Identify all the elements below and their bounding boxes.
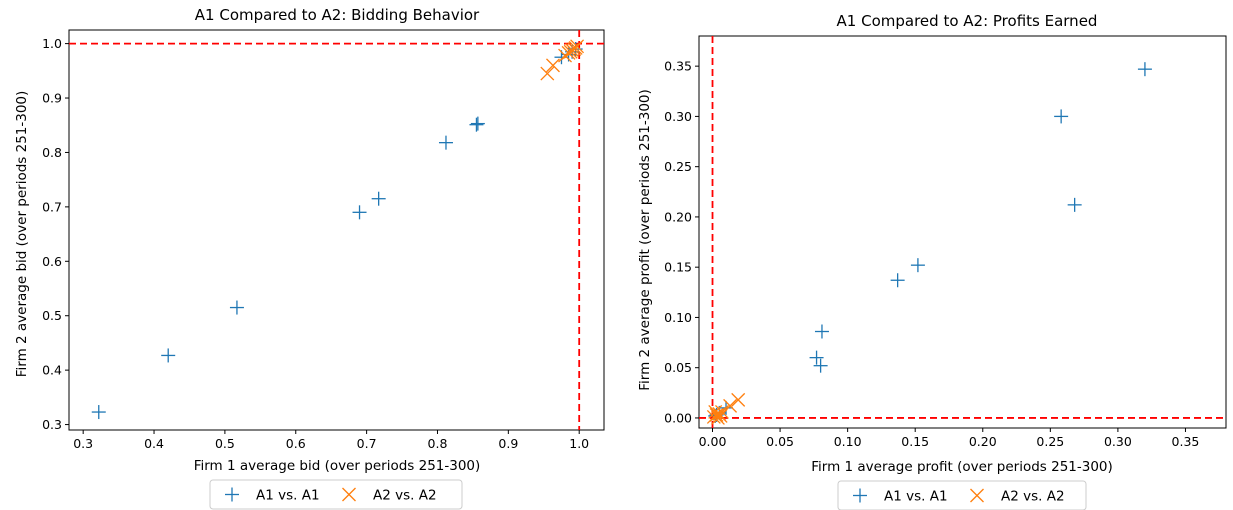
y-tick-label: 0.30 xyxy=(664,109,692,124)
x-tick-label: 0.25 xyxy=(1036,434,1064,449)
bid-y-axis-label: Firm 2 average bid (over periods 251-300… xyxy=(14,91,30,378)
x-tick-label: 0.20 xyxy=(969,434,997,449)
y-tick-label: 0.6 xyxy=(42,254,62,269)
a2-vs-a2-point xyxy=(706,409,721,424)
a1-vs-a1-point xyxy=(161,348,176,363)
a1-vs-a1-point xyxy=(809,350,824,365)
profit-chart-title: A1 Compared to A2: Profits Earned xyxy=(837,12,1098,30)
a1-vs-a1-point xyxy=(910,258,925,273)
x-tick-label: 0.6 xyxy=(286,436,306,451)
plot-frame xyxy=(68,29,605,431)
legend-marker-plus-icon xyxy=(225,487,239,502)
x-tick-label: 0.05 xyxy=(766,434,794,449)
y-tick-label: 0.7 xyxy=(42,199,62,214)
a1-vs-a1-point xyxy=(91,405,106,420)
bid-x-axis-label: Firm 1 average bid (over periods 251-300… xyxy=(194,458,481,474)
legend-label: A1 vs. A1 xyxy=(884,489,948,505)
x-tick-label: 0.15 xyxy=(901,434,929,449)
y-tick-label: 0.5 xyxy=(42,308,62,323)
legend-box xyxy=(837,480,1087,510)
profit-chart: A1 Compared to A2: Profits Earned 0.00 0.… xyxy=(637,12,1227,510)
x-tick-label: 0.3 xyxy=(73,436,93,451)
x-tick-label: 0.9 xyxy=(498,436,518,451)
y-tick-label: 0.20 xyxy=(664,209,692,224)
x-tick-label: 0.8 xyxy=(428,436,448,451)
bid-chart-title: A1 Compared to A2: Bidding Behavior xyxy=(195,6,480,24)
a1-vs-a1-point xyxy=(469,117,484,132)
plot-frame xyxy=(698,35,1227,429)
x-tick-label: 0.10 xyxy=(834,434,862,449)
a2-vs-a2-point xyxy=(710,410,725,425)
a2-vs-a2-point xyxy=(546,58,560,73)
legend-marker-plus-icon xyxy=(853,488,867,503)
a1-vs-a1-point xyxy=(229,300,244,315)
a2-vs-a2-point xyxy=(731,392,746,407)
y-tick-label: 0.15 xyxy=(664,260,692,275)
a1-vs-a1-point xyxy=(371,191,386,206)
bid-plot-area: 0.3 0.4 0.5 0.6 0.7 0.8 0.9 1.0 0.3 0.4 0.5 0.6 0.7 0… xyxy=(42,29,605,451)
y-tick-label: 0.9 xyxy=(42,91,62,106)
x-tick-label: 0.30 xyxy=(1104,434,1132,449)
a1-vs-a1-point xyxy=(470,116,485,131)
profit-legend: A1 vs. A1 A2 vs. A2 xyxy=(837,480,1087,510)
a2-vs-a2-point xyxy=(540,66,555,81)
a2-vs-a2-point xyxy=(570,39,585,54)
legend-box xyxy=(209,479,463,510)
x-tick-label: 0.5 xyxy=(215,436,235,451)
y-tick-label: 0.3 xyxy=(42,417,62,432)
bid-chart: A1 Compared to A2: Bidding Behavior 0.3 0… xyxy=(14,6,605,510)
y-tick-label: 0.05 xyxy=(664,360,692,375)
a1-vs-a1-point xyxy=(1137,62,1152,77)
y-tick-label: 0.4 xyxy=(42,363,62,378)
a1-vs-a1-point xyxy=(1067,197,1082,212)
legend-label: A2 vs. A2 xyxy=(373,488,437,504)
x-tick-label: 0.4 xyxy=(144,436,164,451)
legend-marker-x-icon xyxy=(970,488,984,503)
y-tick-label: 0.00 xyxy=(664,410,692,425)
a1-vs-a1-point xyxy=(438,135,453,150)
profit-plot-area: 0.00 0.05 0.10 0.15 0.20 0.25 0.30 0.35 0.00 0.05… xyxy=(664,35,1227,449)
legend-label: A1 vs. A1 xyxy=(256,488,320,504)
a1-vs-a1-point xyxy=(1054,109,1069,124)
x-tick-label: 0.35 xyxy=(1172,434,1200,449)
a1-vs-a1-point xyxy=(352,205,367,220)
y-tick-label: 0.8 xyxy=(42,145,62,160)
y-tick-label: 0.35 xyxy=(664,59,692,74)
a1-vs-a1-point xyxy=(813,358,828,373)
a1-vs-a1-point xyxy=(814,324,829,339)
profit-y-axis-label: Firm 2 average profit (over periods 251-… xyxy=(637,89,653,391)
legend-label: A2 vs. A2 xyxy=(1001,489,1065,505)
x-tick-label: 0.00 xyxy=(699,434,727,449)
a2-vs-a2-point xyxy=(563,44,578,59)
y-tick-label: 0.25 xyxy=(664,159,692,174)
y-tick-label: 1.0 xyxy=(42,36,62,51)
a1-vs-a1-point xyxy=(890,273,905,288)
profit-x-axis-label: Firm 1 average profit (over periods 251-… xyxy=(811,459,1113,475)
bid-legend: A1 vs. A1 A2 vs. A2 xyxy=(209,479,463,510)
y-tick-label: 0.10 xyxy=(664,310,692,325)
x-tick-label: 1.0 xyxy=(569,436,589,451)
x-tick-label: 0.7 xyxy=(357,436,377,451)
legend-marker-x-icon xyxy=(342,487,356,502)
